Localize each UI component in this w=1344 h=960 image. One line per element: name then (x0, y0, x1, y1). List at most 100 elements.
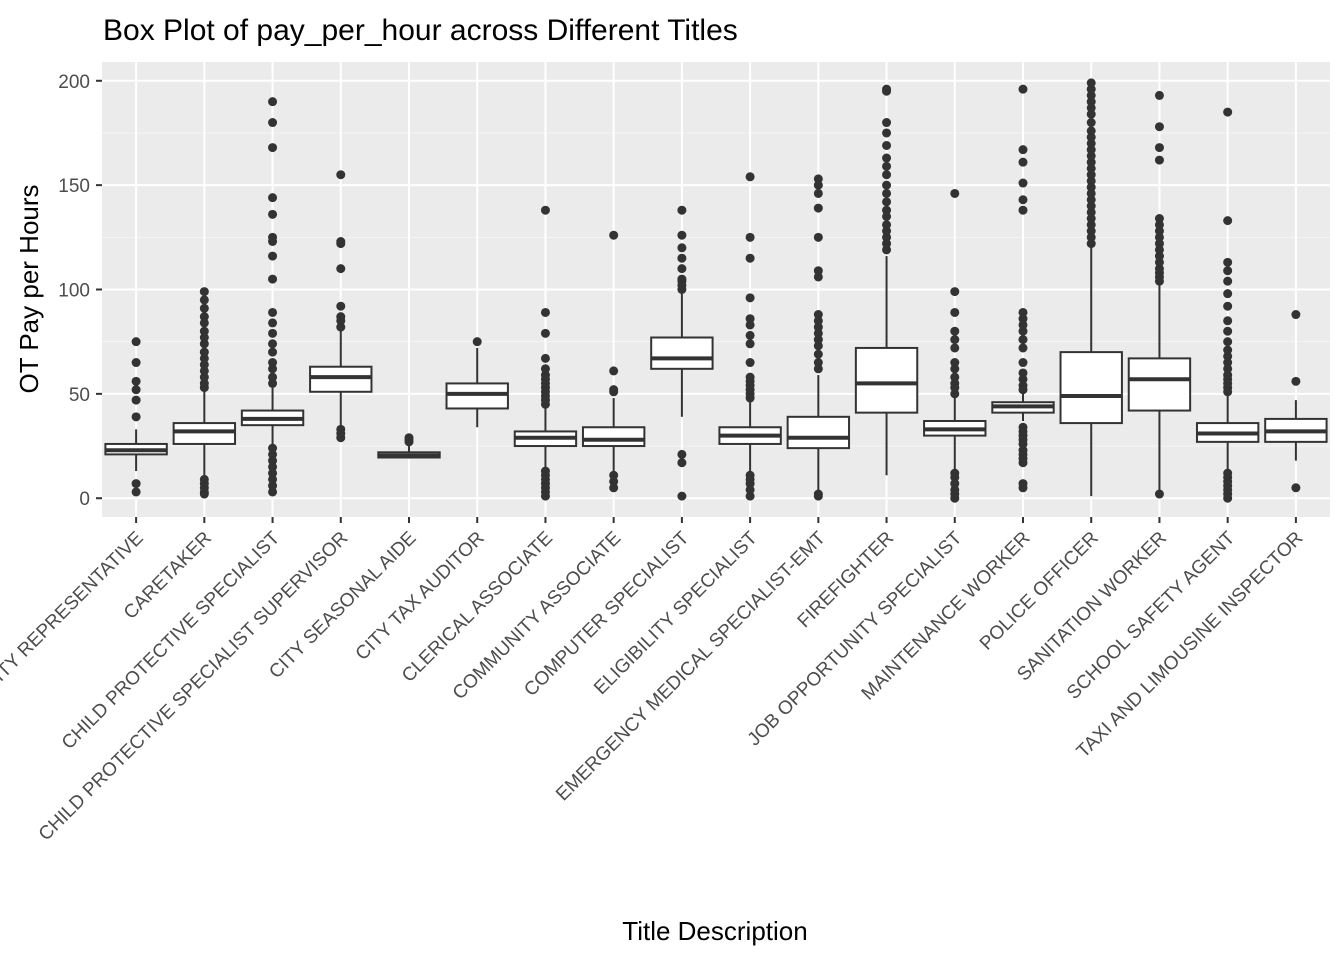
outlier-point (882, 226, 892, 236)
outlier-point (1223, 364, 1233, 374)
outlier-point (950, 307, 960, 317)
outlier-point (1223, 107, 1233, 117)
outlier-point (1086, 145, 1096, 155)
outlier-point (540, 370, 550, 380)
box-13 (923, 188, 987, 503)
outlier-point (131, 395, 141, 405)
outlier-point (677, 230, 687, 240)
outlier-point (745, 491, 755, 501)
outlier-point (540, 205, 550, 215)
outlier-point (882, 180, 892, 190)
outlier-point (1154, 143, 1164, 153)
outlier-point (813, 203, 823, 213)
outlier-point (1223, 345, 1233, 355)
outlier-point (1154, 232, 1164, 242)
outlier-point (268, 468, 278, 478)
outlier-point (1018, 157, 1028, 167)
outlier-point (199, 295, 209, 305)
outlier-point (813, 188, 823, 198)
outlier-point (1086, 214, 1096, 224)
outlier-point (609, 470, 619, 480)
outlier-point (950, 468, 960, 478)
outlier-point (882, 188, 892, 198)
outlier-point (882, 128, 892, 138)
outlier-point (540, 466, 550, 476)
outlier-point (472, 337, 482, 347)
chart-title: Box Plot of pay_per_hour across Differen… (103, 14, 738, 47)
outlier-point (1291, 483, 1301, 493)
outlier-point (1154, 264, 1164, 274)
y-tick-label: 200 (58, 72, 90, 93)
outlier-point (609, 477, 619, 487)
outlier-point (950, 389, 960, 399)
outlier-point (677, 243, 687, 253)
outlier-point (882, 84, 892, 94)
outlier-point (1154, 90, 1164, 100)
outlier-point (677, 449, 687, 459)
outlier-point (268, 474, 278, 484)
outlier-point (336, 424, 346, 434)
outlier-point (268, 143, 278, 153)
box-15 (1059, 78, 1123, 497)
outlier-point (950, 335, 960, 345)
outlier-point (950, 364, 960, 374)
box-iqr (445, 382, 509, 410)
outlier-point (882, 239, 892, 249)
outlier-point (1086, 163, 1096, 173)
outlier-point (1018, 479, 1028, 489)
outlier-point (1291, 376, 1301, 386)
outlier-point (268, 462, 278, 472)
outlier-point (268, 481, 278, 491)
outlier-point (950, 378, 960, 388)
outlier-point (336, 301, 346, 311)
outlier-point (540, 353, 550, 363)
outlier-point (1086, 103, 1096, 113)
outlier-point (813, 341, 823, 351)
outlier-point (813, 349, 823, 359)
outlier-point (1018, 326, 1028, 336)
outlier-point (268, 364, 278, 374)
outlier-point (336, 236, 346, 246)
box-iqr (172, 422, 237, 445)
outlier-point (199, 347, 209, 357)
outlier-point (268, 209, 278, 219)
box-9 (650, 205, 714, 501)
outlier-point (131, 376, 141, 386)
outlier-point (1086, 90, 1096, 100)
outlier-point (677, 491, 687, 501)
outlier-point (404, 433, 414, 443)
outlier-point (336, 264, 346, 274)
outlier-point (1018, 320, 1028, 330)
outlier-point (1086, 220, 1096, 230)
outlier-point (813, 489, 823, 499)
outlier-point (540, 328, 550, 338)
outlier-point (1018, 178, 1028, 188)
box-iqr (650, 336, 714, 370)
outlier-point (1086, 170, 1096, 180)
outlier-point (813, 266, 823, 276)
outlier-point (268, 118, 278, 128)
outlier-point (268, 339, 278, 349)
outlier-point (199, 353, 209, 363)
outlier-point (131, 358, 141, 368)
outlier-point (540, 364, 550, 374)
outlier-point (1223, 358, 1233, 368)
outlier-point (745, 485, 755, 495)
outlier-point (745, 172, 755, 182)
outlier-point (336, 322, 346, 332)
outlier-point (1154, 155, 1164, 165)
outlier-point (1154, 489, 1164, 499)
outlier-point (1018, 445, 1028, 455)
outlier-point (745, 314, 755, 324)
outlier-point (882, 232, 892, 242)
outlier-point (131, 412, 141, 422)
box-5 (377, 433, 441, 459)
box-3 (240, 97, 305, 497)
outlier-point (1018, 374, 1028, 384)
outlier-point (1154, 251, 1164, 261)
outlier-point (882, 220, 892, 230)
outlier-point (1086, 207, 1096, 217)
outlier-point (882, 118, 892, 128)
y-tick-label: 0 (79, 489, 90, 510)
